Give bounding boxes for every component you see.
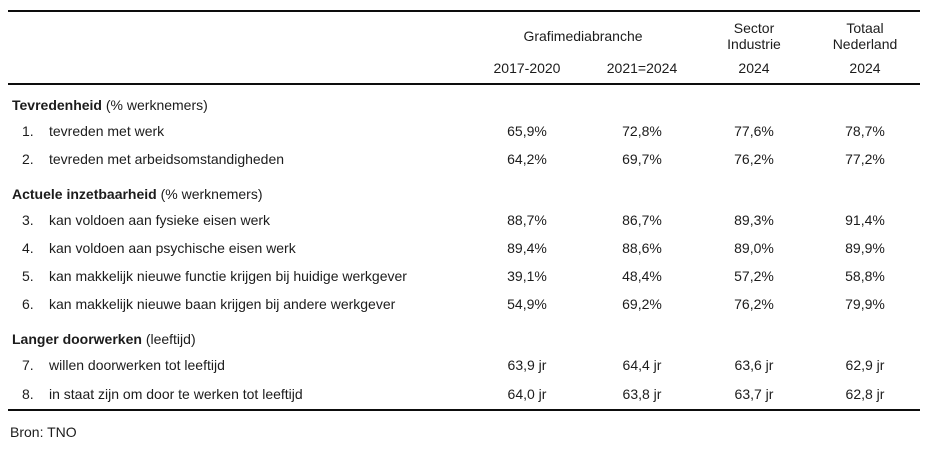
cell-value: 65,9%: [507, 123, 547, 139]
row-label-cell: 1. tevreden met werk: [8, 117, 468, 145]
cell-value: 89,0%: [734, 240, 774, 256]
year-header-row: 2017-2020 2021=2024 2024 2024: [8, 55, 920, 85]
table-row: 7. willen doorwerken tot leeftijd 63,9 jr…: [8, 351, 920, 379]
cell-value: 39,1%: [507, 268, 547, 284]
source-note: Bron: TNO: [10, 424, 77, 440]
row-number: 6.: [22, 296, 34, 312]
cell-value: 62,9 jr: [845, 357, 885, 373]
section-header-cell: Langer doorwerken (leeftijd): [8, 318, 920, 351]
report-table-page: Grafimediabranche Sector Industrie Totaa…: [0, 10, 930, 467]
cell-value: 79,9%: [845, 296, 885, 312]
statistics-table: Grafimediabranche Sector Industrie Totaa…: [8, 10, 920, 411]
row-number: 2.: [22, 151, 34, 167]
cell-value: 64,0 jr: [468, 379, 586, 411]
cell-value: 77,6%: [734, 123, 774, 139]
cell-value: 89,3%: [734, 212, 774, 228]
cell-value: 63,6 jr: [734, 357, 774, 373]
cell-value: 54,9%: [507, 296, 547, 312]
section-title-suffix: (leeftijd): [145, 331, 196, 347]
row-label: kan makkelijk nieuwe baan krijgen bij an…: [49, 296, 396, 312]
cell-value: 57,2%: [734, 268, 774, 284]
row-label-cell: 8. in staat zijn om door te werken tot le…: [8, 379, 468, 411]
row-label-cell: 6. kan makkelijk nieuwe baan krijgen bij …: [8, 290, 468, 318]
row-label: tevreden met werk: [49, 123, 165, 139]
cell-value: 64,4 jr: [622, 357, 662, 373]
table-row: 3. kan voldoen aan fysieke eisen werk 88,…: [8, 206, 920, 234]
row-label: kan makkelijk nieuwe functie krijgen bij…: [49, 268, 407, 284]
column-group-sector-line2: Industrie: [727, 36, 781, 52]
cell-value: 58,8%: [845, 268, 885, 284]
row-number: 1.: [22, 123, 34, 139]
column-group-sector-line1: Sector: [733, 19, 775, 36]
section-title: Actuele inzetbaarheid: [12, 186, 157, 202]
cell-value: 48,4%: [622, 268, 662, 284]
section-header-cell: Actuele inzetbaarheid (% werknemers): [8, 173, 920, 206]
year-header-totaal-2024: 2024: [810, 55, 920, 85]
table-row: 8. in staat zijn om door te werken tot le…: [8, 379, 920, 411]
cell-value: 62,8 jr: [810, 379, 920, 411]
cell-value: 88,7%: [507, 212, 547, 228]
section-title-suffix: (% werknemers): [105, 97, 208, 113]
table-row: 6. kan makkelijk nieuwe baan krijgen bij …: [8, 290, 920, 318]
cell-value: 63,9 jr: [507, 357, 547, 373]
cell-value: 72,8%: [622, 123, 662, 139]
row-number: 4.: [22, 240, 34, 256]
year-header-grafimedia-2017-2020: 2017-2020: [468, 55, 586, 85]
section-header-row: Actuele inzetbaarheid (% werknemers): [8, 173, 920, 206]
row-number: 3.: [22, 212, 34, 228]
row-label-cell: 5. kan makkelijk nieuwe functie krijgen b…: [8, 262, 468, 290]
cell-value: 89,9%: [845, 240, 885, 256]
cell-value: 89,4%: [507, 240, 547, 256]
cell-value: 63,8 jr: [586, 379, 698, 411]
cell-value: 88,6%: [622, 240, 662, 256]
section-title-suffix: (% werknemers): [160, 186, 263, 202]
table-row: 1. tevreden met werk 65,9% 72,8% 77,6% 78…: [8, 117, 920, 145]
cell-value: 76,2%: [734, 151, 774, 167]
cell-value: 78,7%: [845, 123, 885, 139]
row-label-cell: 3. kan voldoen aan fysieke eisen werk: [8, 206, 468, 234]
row-label-cell: 4. kan voldoen aan psychische eisen werk: [8, 234, 468, 262]
column-group-header-row: Grafimediabranche Sector Industrie Totaa…: [8, 11, 920, 85]
section-header-cell: Tevredenheid (% werknemers): [8, 84, 920, 117]
table-row: 4. kan voldoen aan psychische eisen werk …: [8, 234, 920, 262]
column-group-sector-industrie: Sector Industrie: [698, 11, 810, 55]
year-header-grafimedia-2021-2024: 2021=2024: [586, 55, 698, 85]
section-header-row: Tevredenheid (% werknemers): [8, 84, 920, 117]
row-label: willen doorwerken tot leeftijd: [49, 357, 225, 373]
column-group-totaal-nederland: Totaal Nederland: [810, 11, 920, 55]
column-group-totaal-line1: Totaal: [846, 19, 884, 36]
cell-value: 64,2%: [507, 151, 547, 167]
section-title: Tevredenheid: [12, 97, 102, 113]
row-label: in staat zijn om door te werken tot leef…: [49, 386, 303, 402]
section-title: Langer doorwerken: [12, 331, 142, 347]
column-group-totaal-line2: Nederland: [832, 36, 898, 52]
cell-value: 63,7 jr: [698, 379, 810, 411]
cell-value: 77,2%: [845, 151, 885, 167]
corner-cell: [8, 11, 468, 85]
row-number: 7.: [22, 357, 34, 373]
cell-value: 86,7%: [622, 212, 662, 228]
row-label-cell: 7. willen doorwerken tot leeftijd: [8, 351, 468, 379]
row-label: kan voldoen aan fysieke eisen werk: [49, 212, 271, 228]
cell-value: 69,2%: [622, 296, 662, 312]
section-header-row: Langer doorwerken (leeftijd): [8, 318, 920, 351]
column-group-grafimediabranche: Grafimediabranche: [523, 27, 643, 44]
row-number: 8.: [22, 386, 34, 402]
cell-value: 91,4%: [845, 212, 885, 228]
cell-value: 69,7%: [622, 151, 662, 167]
table-row: 5. kan makkelijk nieuwe functie krijgen b…: [8, 262, 920, 290]
year-header-sector-2024: 2024: [698, 55, 810, 85]
row-label: tevreden met arbeidsomstandigheden: [49, 151, 285, 167]
table-row: 2. tevreden met arbeidsomstandigheden 64,…: [8, 145, 920, 173]
row-label: kan voldoen aan psychische eisen werk: [49, 240, 296, 256]
row-number: 5.: [22, 268, 34, 284]
cell-value: 76,2%: [734, 296, 774, 312]
row-label-cell: 2. tevreden met arbeidsomstandigheden: [8, 145, 468, 173]
